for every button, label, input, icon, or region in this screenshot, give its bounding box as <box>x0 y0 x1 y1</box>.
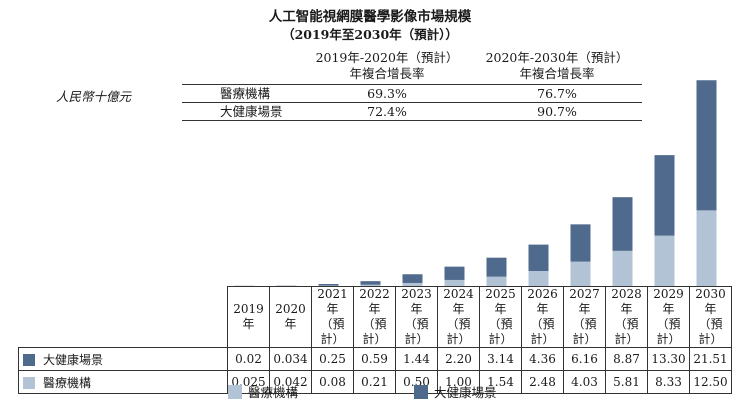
year-header: 2019年 <box>227 286 270 348</box>
bar-medical <box>696 210 717 286</box>
legend-item-health: 大健康場景 <box>414 382 497 401</box>
value-cell-medical: 8.33 <box>647 370 690 394</box>
bar-health <box>654 155 675 236</box>
chart-title: 人工智能視網膜醫學影像市場規模 <box>268 9 472 25</box>
value-cell-health: 0.034 <box>269 347 312 371</box>
value-cell-health: 4.36 <box>521 347 564 371</box>
cagr-value: 90.7% <box>472 102 642 121</box>
bar-health <box>570 224 591 262</box>
year-header: 2020年 <box>269 286 312 348</box>
year-header: 2021年 （預計） <box>311 286 354 348</box>
bar-health <box>696 80 717 211</box>
year-header: 2022年 （預計） <box>353 286 396 348</box>
legend-item-medical: 醫療機構 <box>228 382 298 401</box>
bar-medical <box>402 282 423 286</box>
bar-medical <box>528 270 549 286</box>
bar-health <box>402 274 423 283</box>
value-cell-medical: 5.81 <box>605 370 648 394</box>
year-header: 2026年 （預計） <box>521 286 564 348</box>
value-cell-health: 0.02 <box>227 347 270 371</box>
bar-health <box>360 281 381 285</box>
value-cell-medical: 1.00 <box>437 370 480 394</box>
value-cell-health: 6.16 <box>563 347 606 371</box>
bar-health <box>612 197 633 251</box>
bar-medical <box>570 261 591 286</box>
cagr-header-blank <box>182 48 302 85</box>
bar-medical <box>444 279 465 286</box>
value-cell-medical: 0.21 <box>353 370 396 394</box>
cagr-table: 2019年-2020年（預計） 年複合增長率 2020年-2030年（預計） 年… <box>182 48 642 121</box>
year-header: 2028年 （預計） <box>605 286 648 348</box>
bar-health <box>486 257 507 277</box>
health-swatch <box>23 353 35 366</box>
bar-health <box>444 266 465 280</box>
value-cell-health: 3.14 <box>479 347 522 371</box>
cagr-value: 76.7% <box>472 84 642 103</box>
value-cell-health: 0.59 <box>353 347 396 371</box>
year-header: 2027年 （預計） <box>563 286 606 348</box>
unit-label: 人民幣十億元 <box>56 89 132 104</box>
value-cell-health: 0.25 <box>311 347 354 371</box>
cagr-value: 69.3% <box>302 84 472 103</box>
data-table-corner <box>18 286 228 348</box>
year-header: 2025年 （預計） <box>479 286 522 348</box>
value-cell-health: 13.30 <box>647 347 690 371</box>
medical-swatch <box>23 376 35 389</box>
value-cell-health: 8.87 <box>605 347 648 371</box>
chart-subtitle: （2019年至2030年（預計）） <box>282 27 458 42</box>
data-table: 2019年 2020年 2021年 （預計） 2022年 （預計） 2023年 （預計）… <box>18 286 732 394</box>
row-label-medical: 醫療機構 <box>18 370 228 394</box>
year-header: 2029年 （預計） <box>647 286 690 348</box>
cagr-header-2020-2030: 2020年-2030年（預計） 年複合增長率 <box>472 48 642 85</box>
bar-medical <box>612 250 633 286</box>
value-cell-medical: 2.48 <box>521 370 564 394</box>
bar-medical <box>654 235 675 286</box>
bar-medical <box>360 284 381 286</box>
value-cell-health: 2.20 <box>437 347 480 371</box>
bar-medical <box>486 276 507 286</box>
legend-swatch-health <box>414 385 428 399</box>
cagr-value: 72.4% <box>302 102 472 121</box>
value-cell-medical: 1.54 <box>479 370 522 394</box>
value-cell-medical: 0.08 <box>311 370 354 394</box>
cagr-header-2019-2020: 2019年-2020年（預計） 年複合增長率 <box>302 48 472 85</box>
value-cell-health: 1.44 <box>395 347 438 371</box>
year-header: 2023年 （預計） <box>395 286 438 348</box>
value-cell-medical: 4.03 <box>563 370 606 394</box>
year-header: 2024年 （預計） <box>437 286 480 348</box>
row-label-health: 大健康場景 <box>18 347 228 371</box>
year-header: 2030年 （預計） <box>689 286 732 348</box>
legend-swatch-medical <box>228 385 242 399</box>
bar-health <box>528 244 549 271</box>
value-cell-medical: 12.50 <box>689 370 732 394</box>
bar-health <box>318 284 339 286</box>
value-cell-medical: 0.042 <box>269 370 312 394</box>
cagr-row-label: 醫療機構 <box>182 84 302 103</box>
cagr-row-label: 大健康場景 <box>182 102 302 121</box>
value-cell-health: 21.51 <box>689 347 732 371</box>
